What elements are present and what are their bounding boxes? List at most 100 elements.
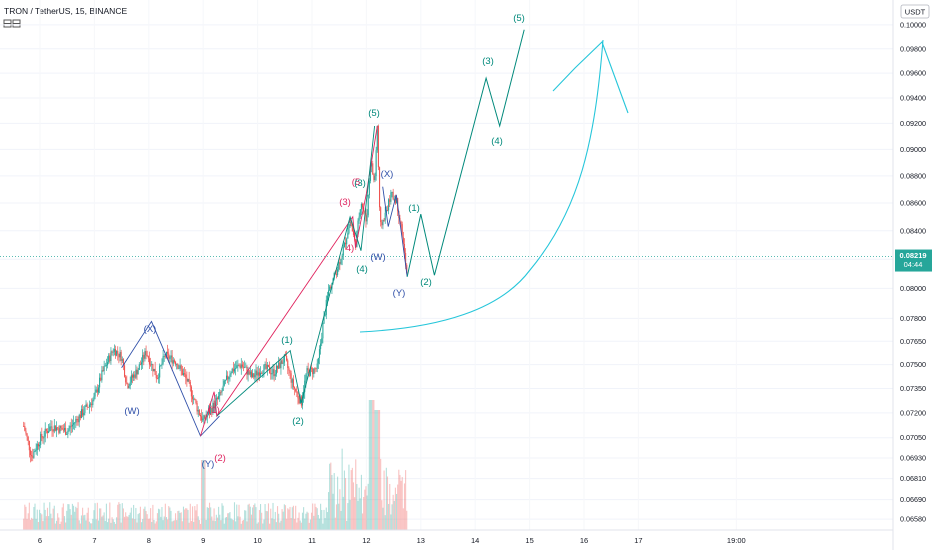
volume-bar	[106, 522, 109, 530]
volume-bar	[246, 521, 248, 530]
volume-bar	[293, 518, 296, 530]
candle-body	[358, 216, 360, 221]
candle-body	[287, 360, 289, 368]
volume-bar	[369, 400, 372, 530]
candle-body	[46, 431, 49, 434]
volume-bar	[97, 520, 100, 530]
volume-bar	[238, 504, 240, 530]
volume-bar	[402, 508, 404, 530]
candle-body	[330, 286, 332, 289]
candle-body	[279, 362, 281, 369]
candle-body	[310, 367, 313, 369]
volume-bar	[222, 505, 224, 530]
volume-bar	[75, 506, 77, 530]
candle-body	[23, 426, 25, 427]
candle-body	[189, 381, 191, 387]
candle-body	[344, 242, 347, 245]
candle-body	[227, 375, 229, 380]
candle-body	[42, 437, 44, 439]
candle-body	[101, 370, 103, 381]
volume-bar	[150, 508, 152, 530]
candle-body	[121, 359, 123, 361]
volume-bar	[171, 521, 173, 530]
wave-labels: (X) (W) (Y) (X) (W) (Y) (1) (2) (3) 4) (5 (1) (2) (3)…	[124, 13, 524, 470]
volume-bar	[355, 459, 357, 530]
volume-bar	[354, 497, 356, 530]
candle-body	[152, 363, 154, 372]
currency-box[interactable]	[900, 4, 930, 19]
candle-body	[182, 373, 185, 375]
volume-bar	[267, 503, 270, 530]
volume-bar	[325, 507, 327, 530]
price-axis[interactable]: USDT 0.06580 0.06690 0.06810 0.06930 0.07050…	[892, 0, 932, 550]
candle-body	[380, 207, 382, 223]
price-tick-label: 0.07350	[900, 384, 926, 393]
volume-bar	[356, 484, 358, 530]
candle-body	[161, 363, 163, 365]
candle-body	[79, 414, 81, 418]
volume-bar	[327, 492, 330, 530]
volume-bar	[276, 506, 279, 530]
time-tick-label: 17	[634, 536, 642, 545]
candle-body	[230, 373, 232, 375]
price-tick-label: 0.06690	[900, 495, 926, 504]
candle-body	[329, 286, 331, 291]
volume-bar	[50, 513, 52, 530]
candle-body	[289, 370, 291, 374]
candle-body	[244, 367, 246, 369]
candle-body	[112, 351, 114, 353]
candle-body	[125, 376, 127, 383]
volume-bar	[31, 517, 33, 530]
volume-bar	[393, 500, 395, 530]
candle-body	[179, 365, 181, 369]
candle-body	[187, 378, 189, 382]
volume-bar	[156, 513, 158, 530]
candle-body	[341, 255, 343, 260]
candle-body	[256, 370, 258, 376]
candle-body	[210, 408, 212, 414]
volume-bar	[99, 508, 101, 530]
candle-body	[45, 428, 47, 432]
volume-bar	[204, 460, 206, 530]
volume-bar	[232, 520, 234, 530]
volume-bar	[153, 519, 155, 530]
candle-body	[201, 416, 203, 421]
volume-bar	[363, 497, 365, 530]
candle-body	[119, 352, 121, 358]
candle-body	[37, 443, 39, 447]
candle-body	[43, 436, 45, 439]
volume-bar	[109, 502, 111, 530]
time-axis[interactable]: 6 7 8 9 10 11 12 13 14 15 16 17 19:00	[0, 529, 893, 545]
volume-bar	[357, 500, 359, 530]
candle-body	[262, 372, 264, 374]
candle-body	[213, 402, 215, 409]
volume-bar	[208, 502, 211, 530]
volume-bar	[161, 507, 163, 530]
volume-bar	[32, 518, 34, 530]
volume-bar	[230, 518, 232, 530]
candle-body	[58, 428, 60, 433]
candle-body	[108, 355, 110, 363]
volume-bar	[138, 513, 140, 530]
volume-bar	[170, 510, 172, 530]
volume-bar	[349, 499, 351, 530]
candle-body	[156, 378, 158, 380]
candle-body	[188, 378, 190, 382]
volume-bar	[335, 504, 338, 530]
volume-bar	[253, 504, 255, 530]
current-price-label: 0.08219	[899, 251, 926, 260]
volume-bar	[26, 518, 28, 530]
price-tick-label: 0.09000	[900, 145, 926, 154]
candle-body	[253, 373, 255, 378]
candle-body	[254, 375, 256, 378]
volume-bar	[290, 518, 292, 530]
volume-bar	[211, 516, 213, 530]
candle-body	[355, 239, 357, 248]
candle-body	[57, 427, 59, 429]
volume-bar	[250, 514, 253, 530]
candle-body	[280, 360, 282, 369]
volume-bar	[63, 516, 66, 530]
volume-bar	[164, 503, 166, 530]
volume-bar	[318, 518, 321, 530]
